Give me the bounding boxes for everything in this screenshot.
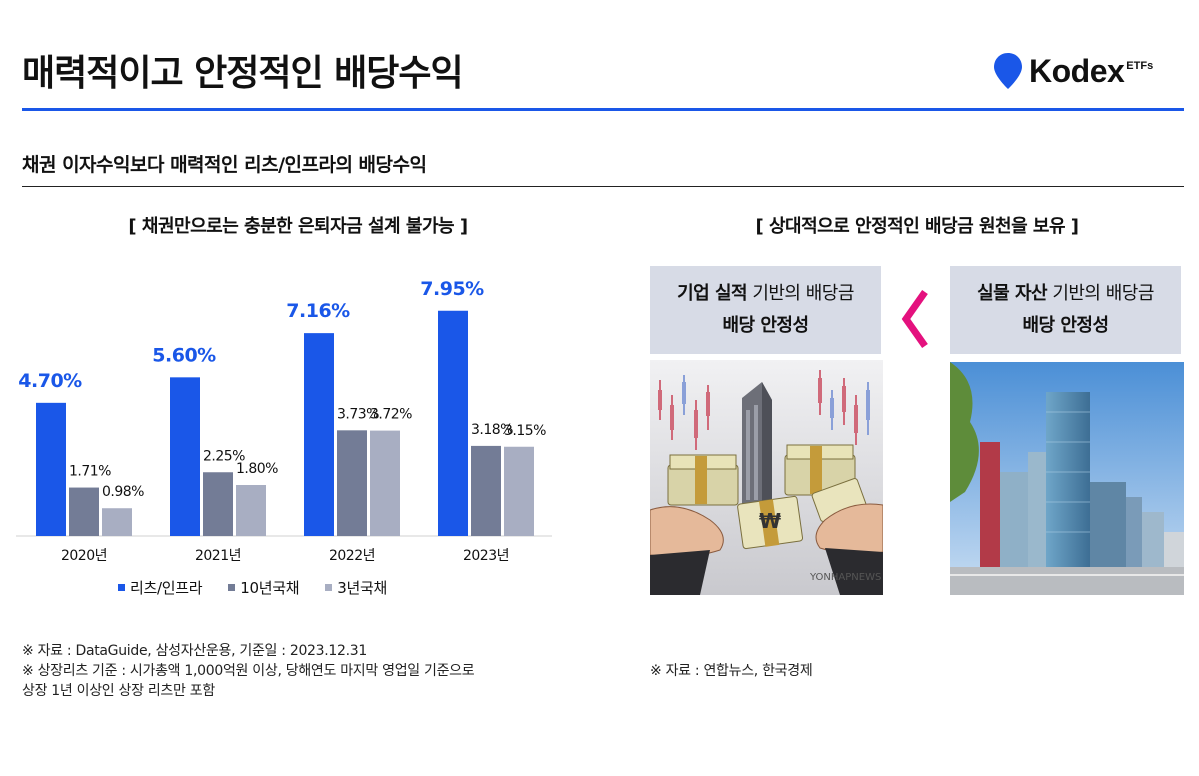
legend-item-reits: 리츠/인프라 [118, 577, 203, 598]
subtitle: 채권 이자수익보다 매력적인 리츠/인프라의 배당수익 [22, 154, 427, 176]
data-label-3-1: 3.18% [471, 422, 513, 438]
bar-3-0 [438, 310, 468, 536]
bar-1-0 [170, 377, 200, 536]
legend-swatch-3y [325, 584, 333, 591]
dividend-bar-chart: 4.70% 1.71% 0.98% 2020년 5.60% 2.25%1.80% 2021년… [16, 278, 552, 564]
bar-3-2 [504, 446, 534, 536]
logo-word: Kodex [1029, 53, 1125, 89]
note-source: ※ 자료 : DataGuide, 삼성자산운용, 기준일 : 2023.12.… [22, 643, 367, 659]
location-pin-icon [994, 53, 1022, 89]
legend-label-10y: 10년국채 [240, 579, 300, 597]
x-tick-label-2: 2022년 [329, 548, 375, 564]
bar-2-1 [337, 430, 367, 536]
card-corporate-rest: 기반의 배당금 [747, 283, 854, 304]
data-label-1-1: 2.25% [203, 448, 245, 464]
subtitle-divider [22, 186, 1184, 187]
city-buildings-illustration [950, 362, 1184, 595]
bar-0-1 [69, 487, 99, 536]
right-section-heading: [ 상대적으로 안정적인 배당금 원천을 보유 ] [755, 216, 1079, 237]
legend-item-10y: 10년국채 [228, 577, 300, 598]
photo-real-assets [950, 362, 1184, 595]
bar-1-2 [236, 485, 266, 536]
data-label-2-0: 7.16% [286, 300, 350, 322]
legend-label-3y: 3년국채 [337, 579, 388, 597]
bar-0-2 [102, 508, 132, 536]
chevron-left-icon [901, 289, 928, 349]
page-title: 매력적이고 안정적인 배당수익 [22, 53, 464, 94]
bar-3-1 [471, 445, 501, 536]
card-real-rest: 기반의 배당금 [1047, 283, 1154, 304]
bar-1-1 [203, 472, 233, 536]
note-criteria-cont: 상장 1년 이상인 상장 리츠만 포함 [22, 683, 215, 699]
card-real-bold: 실물 자산 [977, 283, 1048, 304]
note-criteria: ※ 상장리츠 기준 : 시가총액 1,000억원 이상, 당해연도 마지막 영업… [22, 663, 475, 679]
x-tick-label-3: 2023년 [463, 548, 509, 564]
notes-left: ※ 자료 : DataGuide, 삼성자산운용, 기준일 : 2023.12.… [22, 641, 475, 701]
header-divider [22, 108, 1184, 111]
data-label-2-1: 3.73% [337, 406, 379, 422]
chart-legend: 리츠/인프라 10년국채 3년국채 [118, 577, 387, 598]
legend-swatch-reits [118, 584, 125, 591]
card-corporate-line1: 기업 실적 기반의 배당금 [677, 278, 854, 310]
data-label-2-2: 3.72% [370, 407, 412, 423]
bar-0-0 [36, 402, 66, 536]
data-label-0-2: 0.98% [102, 484, 144, 500]
card-corporate-bold: 기업 실적 [677, 283, 748, 304]
logo-suffix: ETFs [1126, 60, 1154, 72]
left-section-heading: [ 채권만으로는 충분한 은퇴자금 설계 불가능 ] [128, 216, 468, 237]
data-label-3-0: 7.95% [420, 278, 484, 300]
photo-corporate-dividends: ₩ YONHAPNEWS [650, 360, 883, 595]
legend-item-3y: 3년국채 [325, 577, 387, 598]
data-label-0-1: 1.71% [69, 464, 111, 480]
card-real-line1: 실물 자산 기반의 배당금 [977, 278, 1154, 310]
photo-watermark: YONHAPNEWS [809, 572, 881, 583]
legend-label-reits: 리츠/인프라 [130, 579, 203, 597]
data-label-1-0: 5.60% [152, 344, 216, 366]
x-tick-label-1: 2021년 [195, 548, 241, 564]
data-label-1-2: 1.80% [236, 461, 278, 477]
card-real-line2: 배당 안정성 [1022, 315, 1109, 336]
corporate-dividend-illustration: ₩ YONHAPNEWS [650, 360, 883, 595]
kodex-logo: Kodex ETFs [993, 52, 1153, 92]
legend-swatch-10y [228, 584, 236, 591]
x-tick-label-0: 2020년 [61, 548, 107, 564]
won-symbol: ₩ [759, 509, 781, 533]
note-right-source: ※ 자료 : 연합뉴스, 한국경제 [650, 663, 813, 679]
card-corporate-earnings: 기업 실적 기반의 배당금 배당 안정성 [650, 266, 881, 354]
data-label-3-2: 3.15% [504, 423, 546, 439]
data-label-0-0: 4.70% [18, 370, 82, 392]
card-corporate-line2: 배당 안정성 [722, 315, 809, 336]
bar-2-2 [370, 430, 400, 536]
card-real-assets: 실물 자산 기반의 배당금 배당 안정성 [950, 266, 1181, 354]
bar-2-0 [304, 333, 334, 536]
